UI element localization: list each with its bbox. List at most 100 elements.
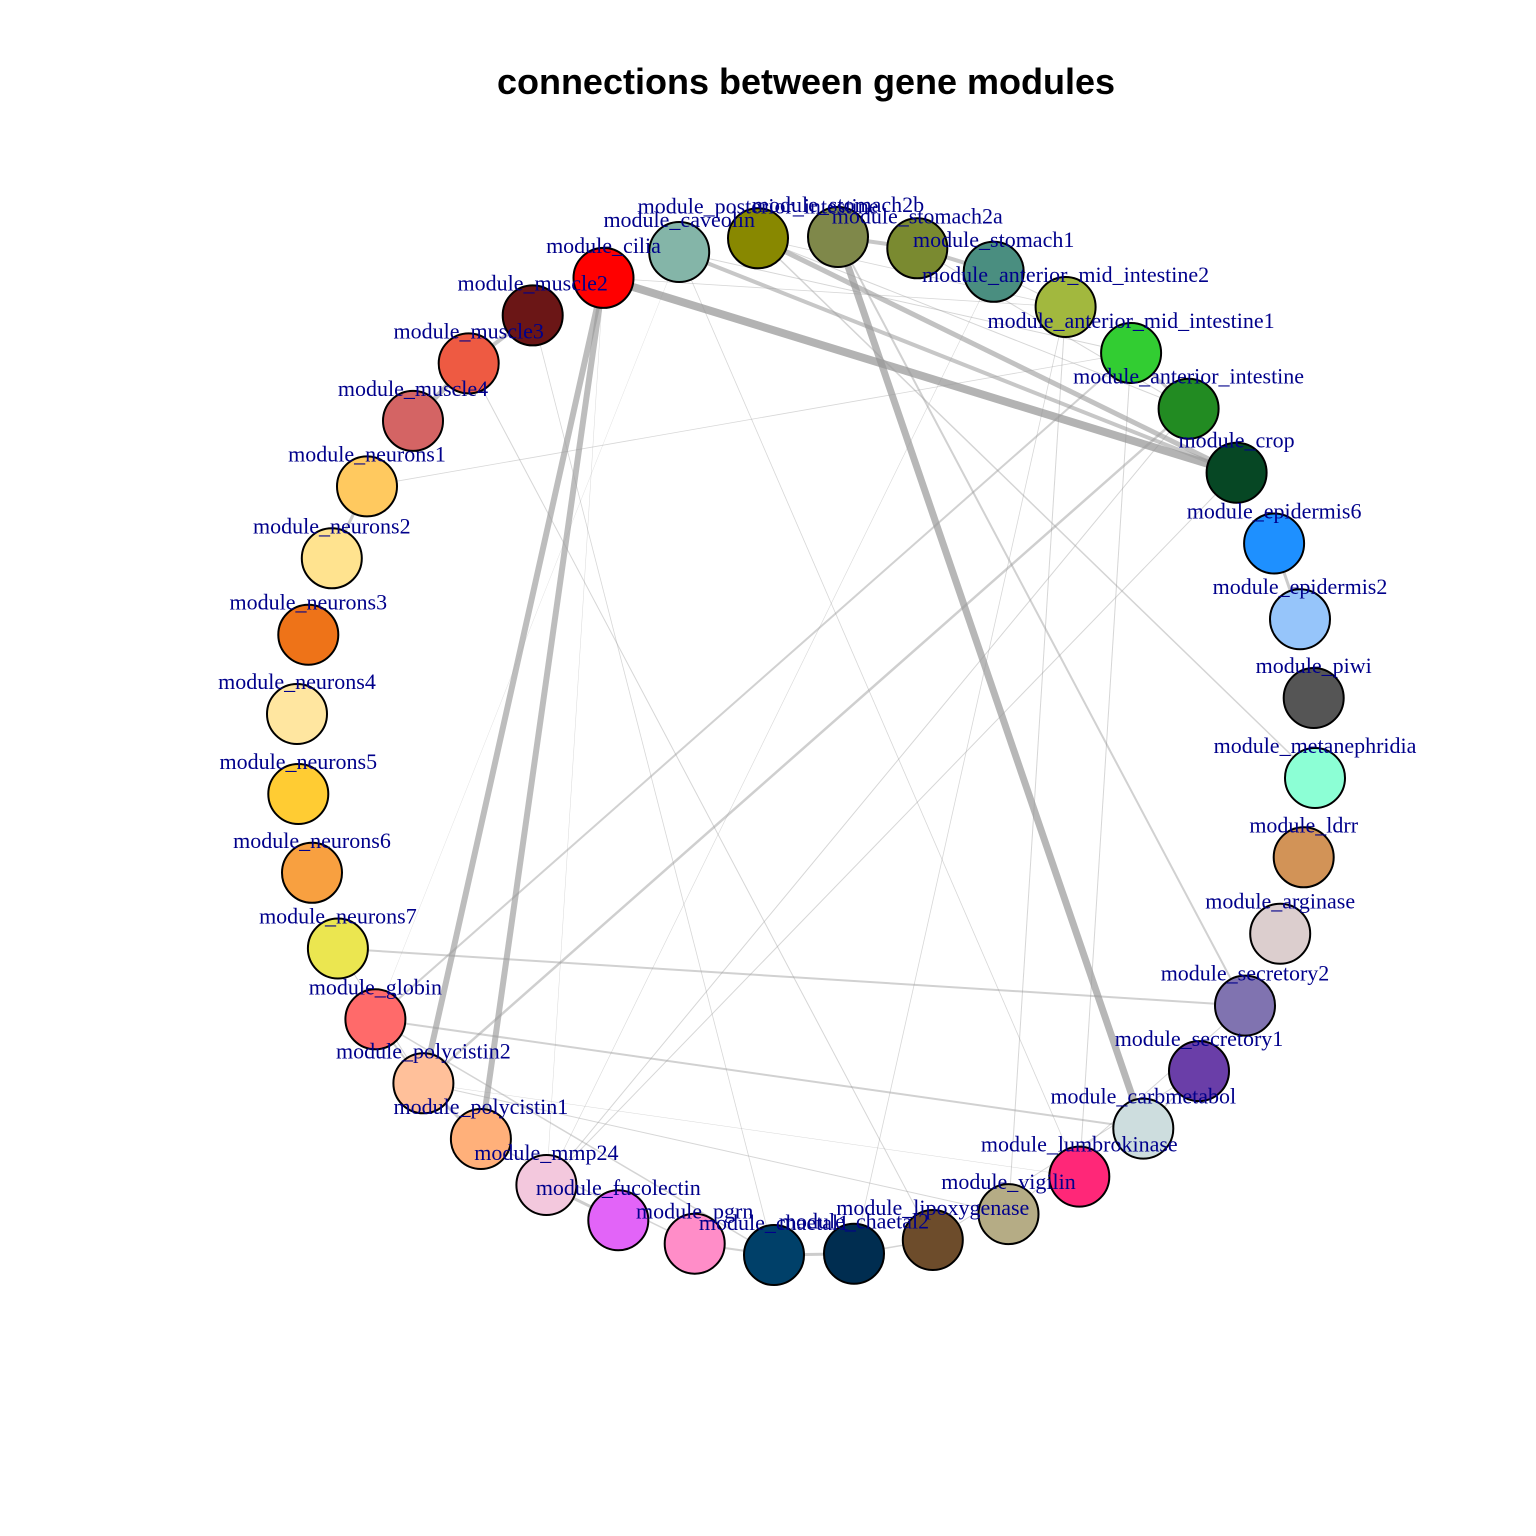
node-module_posterior_intestine xyxy=(727,207,789,270)
edge-module_neurons7-module_secretory2 xyxy=(337,947,1246,1007)
edge-module_anterior_mid_intestine1-module_globin xyxy=(374,352,1132,1021)
node-module_caveolin xyxy=(648,221,711,283)
edge-module_cilia-module_crop xyxy=(602,274,1238,477)
edge-module_polycistin2-module_lumbrokinase xyxy=(423,1083,1080,1177)
node-module_muscle4 xyxy=(382,389,444,452)
node-label-module_vigilin: module_vigilin xyxy=(941,1169,1075,1194)
node-label-module_neurons4: module_neurons4 xyxy=(218,669,376,694)
node-module_vigilin xyxy=(977,1183,1040,1246)
node-label-module_muscle3: module_muscle3 xyxy=(394,318,544,343)
node-module_muscle2 xyxy=(501,284,564,347)
node-label-module_piwi: module_piwi xyxy=(1256,653,1372,678)
node-label-module_anterior_intestine: module_anterior_intestine xyxy=(1073,364,1304,389)
edge-module_stomach1-module_mmp24 xyxy=(546,271,994,1186)
edge-module_posterior_intestine-module_crop xyxy=(756,236,1238,475)
node-label-module_epidermis6: module_epidermis6 xyxy=(1187,499,1362,524)
edge-module_cilia-module_polycistin1 xyxy=(477,277,607,1140)
edge-module_caveolin-module_lumbrokinase xyxy=(678,251,1080,1177)
node-label-module_chaetal1: module_chaetal1 xyxy=(699,1210,849,1235)
node-module_neurons7 xyxy=(306,917,369,980)
node-label-module_arginase: module_arginase xyxy=(1205,889,1355,914)
edge-module_polycistin2-module_vigilin xyxy=(423,1082,1009,1215)
edge-module_polycistin1-module_pgrn xyxy=(480,1138,696,1245)
node-module_neurons1 xyxy=(336,455,398,518)
node-label-module_caveolin: module_caveolin xyxy=(603,207,755,232)
node-module_epidermis6 xyxy=(1243,512,1306,575)
edge-module_muscle3-module_lipoxygenase xyxy=(468,363,934,1241)
diagram-title: connections between gene modules xyxy=(497,61,1115,102)
edge-module_anterior_intestine-module_mmp24 xyxy=(546,408,1189,1186)
node-module_piwi xyxy=(1282,667,1345,729)
node-label-module_mmp24: module_mmp24 xyxy=(474,1140,618,1165)
node-module_epidermis2 xyxy=(1269,588,1331,651)
node-module_carbmetabol xyxy=(1112,1097,1175,1160)
edge-module_neurons1-module_anterior_mid_intestine1 xyxy=(366,352,1132,487)
node-module_secretory2 xyxy=(1214,974,1276,1037)
edge-module_anterior_mid_intestine1-module_lumbrokinase xyxy=(1078,352,1132,1177)
edge-module_anterior_intestine-module_polycistin2 xyxy=(422,407,1190,1085)
node-label-module_globin: module_globin xyxy=(309,974,442,999)
node-label-module_ldrr: module_ldrr xyxy=(1249,812,1358,837)
node-module_stomach2a xyxy=(886,217,949,280)
edge-module_stomach2b-module_secretory2 xyxy=(837,236,1246,1007)
node-module_anterior_intestine xyxy=(1157,377,1220,440)
node-label-module_secretory2: module_secretory2 xyxy=(1161,961,1330,986)
node-label-module_stomach2a: module_stomach2a xyxy=(832,203,1003,228)
node-module_stomach1 xyxy=(962,240,1025,303)
node-label-module_pgrn: module_pgrn xyxy=(636,1199,753,1224)
node-label-module_posterior_intestine: module_posterior_intestine xyxy=(638,193,879,218)
node-module_lumbrokinase xyxy=(1048,1145,1111,1208)
node-label-module_metanephridia: module_metanephridia xyxy=(1214,733,1417,758)
edge-module_anterior_mid_intestine2-module_chaetal2 xyxy=(853,306,1066,1254)
node-module_anterior_mid_intestine1 xyxy=(1100,322,1163,384)
node-module_neurons4 xyxy=(266,683,328,745)
node-module_muscle3 xyxy=(437,332,500,395)
edge-module_posterior_intestine-module_metanephridia xyxy=(757,237,1316,779)
node-label-module_fucolectin: module_fucolectin xyxy=(536,1175,701,1200)
node-layer xyxy=(266,206,1346,1286)
edge-module_caveolin-module_globin xyxy=(375,251,680,1020)
node-label-module_epidermis2: module_epidermis2 xyxy=(1213,574,1388,599)
node-label-module_stomach2b: module_stomach2b xyxy=(752,192,924,217)
node-module_chaetal1 xyxy=(743,1224,805,1286)
node-label-module_lipoxygenase: module_lipoxygenase xyxy=(836,1195,1029,1220)
node-module_secretory1 xyxy=(1168,1040,1230,1103)
node-module_crop xyxy=(1205,441,1268,504)
node-module_polycistin1 xyxy=(449,1108,512,1170)
node-label-module_neurons1: module_neurons1 xyxy=(288,441,446,466)
edge-module_anterior_mid_intestine2-module_vigilin xyxy=(1008,306,1067,1215)
node-label-module_polycistin2: module_polycistin2 xyxy=(336,1038,511,1063)
node-label-module_muscle2: module_muscle2 xyxy=(458,270,608,295)
node-label-module_neurons5: module_neurons5 xyxy=(219,749,377,774)
edge-module_crop-module_mmp24 xyxy=(546,472,1237,1186)
node-module_neurons5 xyxy=(267,763,330,825)
edge-module_stomach2b-module_carbmetabol xyxy=(834,235,1147,1130)
node-module_chaetal2 xyxy=(823,1222,885,1285)
node-label-module_crop: module_crop xyxy=(1179,428,1295,453)
node-module_pgrn xyxy=(663,1212,726,1275)
node-module_mmp24 xyxy=(515,1154,578,1216)
label-layer: module_posterior_intestinemodule_stomach… xyxy=(218,192,1416,1235)
node-module_globin xyxy=(344,988,407,1051)
node-label-module_chaetal2: module_chaetal2 xyxy=(779,1209,929,1234)
edge-module_caveolin-module_crop xyxy=(678,250,1238,475)
node-module_neurons6 xyxy=(281,841,343,904)
node-label-module_neurons2: module_neurons2 xyxy=(253,513,411,538)
node-label-module_muscle4: module_muscle4 xyxy=(338,376,488,401)
node-module_ldrr xyxy=(1272,826,1335,889)
node-label-module_polycistin1: module_polycistin1 xyxy=(394,1094,569,1119)
edge-module_globin-module_carbmetabol xyxy=(375,1018,1144,1130)
node-module_neurons3 xyxy=(277,603,340,666)
node-label-module_carbmetabol: module_carbmetabol xyxy=(1050,1084,1236,1109)
node-label-module_stomach1: module_stomach1 xyxy=(913,227,1074,252)
node-label-module_neurons6: module_neurons6 xyxy=(233,828,391,853)
edge-module_cilia-module_mmp24 xyxy=(546,277,604,1186)
node-label-module_lumbrokinase: module_lumbrokinase xyxy=(981,1132,1178,1157)
node-module_lipoxygenase xyxy=(901,1209,964,1271)
node-label-module_cilia: module_cilia xyxy=(546,233,661,258)
node-module_fucolectin xyxy=(587,1189,650,1252)
node-module_stomach2b xyxy=(807,206,869,268)
edge-module_muscle2-module_chaetal1 xyxy=(532,315,775,1256)
node-label-module_neurons7: module_neurons7 xyxy=(259,904,417,929)
